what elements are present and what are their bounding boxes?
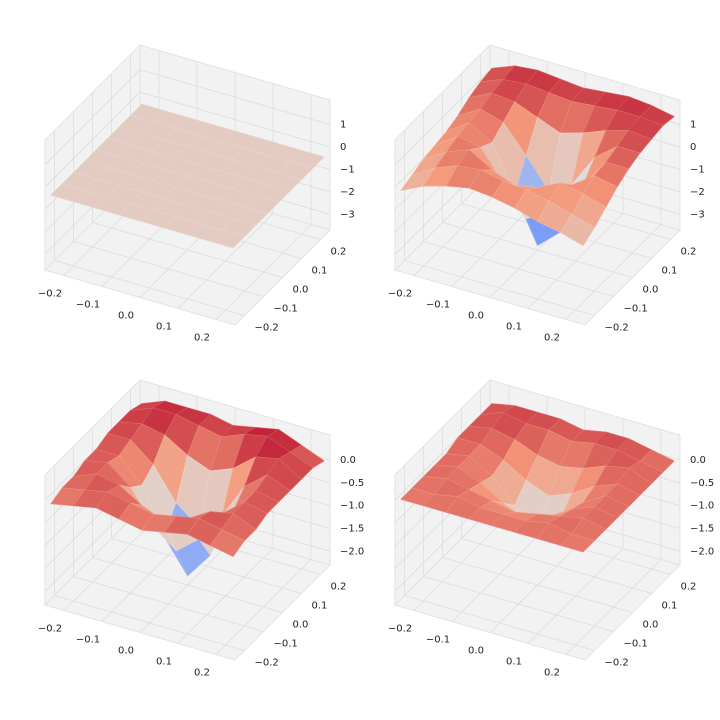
y-tick-label: 0.1 (662, 266, 678, 277)
x-tick-label: −0.2 (38, 289, 62, 300)
y-tick-label: −0.1 (274, 639, 298, 650)
z-tick-label: −2.0 (690, 546, 714, 557)
z-tick-label: −3 (690, 209, 705, 220)
y-tick-label: −0.1 (624, 639, 648, 650)
x-tick-label: 0.0 (118, 311, 134, 322)
x-tick-label: −0.1 (76, 635, 100, 646)
x-tick-label: 0.2 (194, 668, 210, 679)
surface-patch (210, 529, 245, 557)
z-tick-label: −3 (340, 209, 355, 220)
x-tick-label: −0.2 (38, 624, 62, 635)
surface-patch (559, 214, 595, 247)
subplot: −0.2−0.10.00.10.2−0.2−0.10.00.10.2−3−2−1… (388, 43, 705, 344)
z-tick-label: −1 (340, 164, 355, 175)
x-tick-label: 0.1 (506, 657, 522, 668)
grid-line (54, 260, 245, 316)
subplot: −0.2−0.10.00.10.2−0.2−0.10.00.10.2−2.0−1… (388, 378, 714, 679)
y-tick-label: 0.1 (662, 601, 678, 612)
y-tick-label: 0.2 (681, 582, 697, 593)
x-tick-label: −0.2 (388, 289, 412, 300)
y-tick-label: 0.0 (293, 285, 309, 296)
grid-line (73, 576, 264, 632)
grid-line (394, 69, 491, 165)
z-tick-label: −0.5 (690, 478, 714, 489)
z-tick-label: −0.5 (340, 478, 364, 489)
grid-line (442, 557, 633, 613)
subplot: −0.2−0.10.00.10.2−0.2−0.10.00.10.2−3−2−1… (38, 43, 355, 344)
x-tick-label: 0.2 (544, 668, 560, 679)
x-tick-label: 0.2 (194, 333, 210, 344)
x-tick-label: 0.1 (156, 657, 172, 668)
surface-patch (559, 533, 595, 553)
z-tick-label: −2 (690, 187, 705, 198)
y-tick-label: 0.2 (681, 247, 697, 258)
z-tick-label: 0.0 (340, 455, 356, 466)
z-tick-label: 0.0 (690, 455, 706, 466)
y-tick-label: −0.1 (624, 304, 648, 315)
z-tick-label: −1.0 (690, 501, 714, 512)
surface-patch (210, 229, 245, 249)
z-tick-label: 0 (690, 142, 696, 153)
y-tick-label: 0.1 (312, 601, 328, 612)
grid-line (404, 260, 595, 316)
x-tick-label: 0.0 (468, 311, 484, 322)
subplot: −0.2−0.10.00.10.2−0.2−0.10.00.10.2−2.0−1… (38, 378, 364, 679)
z-tick-label: −1 (690, 164, 705, 175)
z-tick-label: −2 (340, 187, 355, 198)
x-tick-label: −0.1 (76, 300, 100, 311)
x-tick-label: 0.0 (118, 646, 134, 657)
x-tick-label: 0.0 (468, 646, 484, 657)
grid-line (139, 91, 331, 148)
grid-line (442, 222, 633, 278)
x-tick-label: 0.2 (544, 333, 560, 344)
z-tick-label: −1.5 (690, 524, 714, 535)
z-tick-label: −1.0 (340, 501, 364, 512)
surface-edge (559, 214, 595, 247)
surface-edge (209, 529, 245, 557)
y-tick-label: 0.0 (643, 620, 659, 631)
y-tick-label: 0.1 (312, 266, 328, 277)
z-tick-label: 1 (340, 120, 346, 131)
x-tick-label: 0.1 (506, 322, 522, 333)
y-tick-label: −0.2 (255, 323, 279, 334)
grid-line (92, 557, 283, 613)
y-tick-label: 0.2 (331, 582, 347, 593)
grid-line (111, 538, 302, 594)
grid-line (404, 595, 595, 651)
y-tick-label: 0.0 (643, 285, 659, 296)
z-tick-label: −2.0 (340, 546, 364, 557)
x-tick-label: −0.2 (388, 624, 412, 635)
z-tick-label: 0 (340, 142, 346, 153)
z-tick-label: −1.5 (340, 524, 364, 535)
grid-line (54, 595, 245, 651)
grid-line (44, 91, 141, 188)
surface-edge (209, 229, 245, 249)
grid-line (423, 576, 614, 632)
grid-line (92, 222, 283, 278)
x-tick-label: −0.1 (426, 635, 450, 646)
grid-line (73, 241, 264, 297)
grid-line (423, 241, 614, 297)
y-tick-label: −0.1 (274, 304, 298, 315)
x-tick-label: −0.1 (426, 300, 450, 311)
z-tick-label: 1 (690, 120, 696, 131)
y-tick-label: −0.2 (605, 323, 629, 334)
y-tick-label: 0.0 (293, 620, 309, 631)
grid-line (44, 69, 141, 165)
y-tick-label: 0.2 (331, 247, 347, 258)
y-tick-label: −0.2 (255, 658, 279, 669)
grid-line (139, 69, 331, 126)
x-tick-label: 0.1 (156, 322, 172, 333)
surface-edge (559, 533, 595, 553)
y-tick-label: −0.2 (605, 658, 629, 669)
grid-line (461, 538, 652, 594)
